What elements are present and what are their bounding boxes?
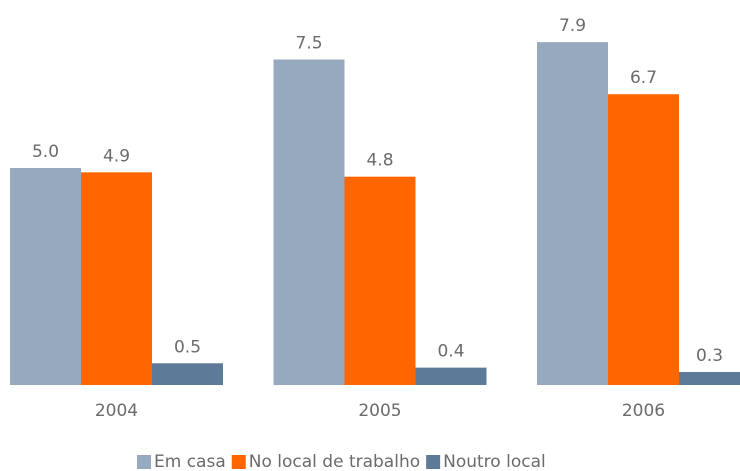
bar [679,371,740,385]
x-tick-label: 2004 [95,401,138,421]
bar [81,172,152,385]
bar [273,59,345,385]
x-tick-label: 2005 [358,401,401,421]
bar [152,363,223,385]
bar [608,94,679,385]
legend-label: Noutro local [443,452,546,471]
data-label: 0.3 [696,346,723,366]
legend-swatch [426,455,441,469]
legend-swatch [137,455,151,469]
data-label: 0.5 [174,337,201,357]
bar [344,176,416,385]
bar [10,168,81,385]
data-label: 7.9 [559,16,586,36]
data-label: 6.7 [630,68,657,88]
data-label: 7.5 [295,34,322,54]
x-tick-label: 2006 [622,401,665,421]
legend-label: No local de trabalho [249,452,420,471]
data-label: 4.9 [103,146,130,166]
legend-swatch [231,455,246,469]
bar [537,42,608,385]
data-label: 5.0 [32,142,59,162]
bar [415,367,487,385]
data-label: 0.4 [437,342,464,362]
legend-label: Em casa [154,452,226,471]
data-label: 4.8 [366,151,393,171]
